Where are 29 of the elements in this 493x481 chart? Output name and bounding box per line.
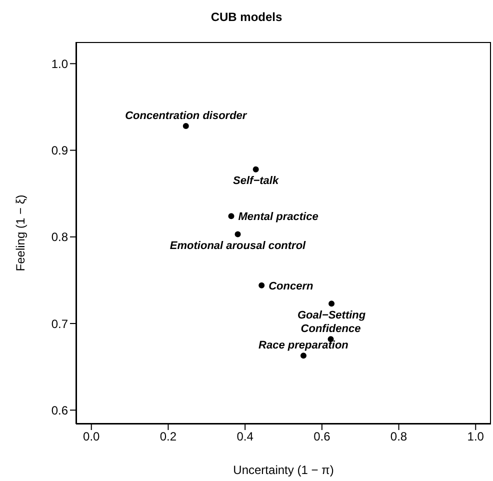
- x-tick-label: 0.0: [83, 430, 100, 444]
- annotation: Emotional arousal control: [170, 240, 307, 252]
- x-tick-label: 0.4: [236, 430, 254, 444]
- y-tick-label: 0.8: [51, 230, 68, 244]
- y-tick-label: 0.7: [51, 316, 68, 331]
- x-axis-title: Uncertainty (1 − π): [233, 463, 334, 477]
- annotation: Mental practice: [238, 211, 318, 224]
- y-tick-label: 1.0: [51, 56, 68, 71]
- point: [182, 123, 189, 130]
- annotation: Self−talk: [233, 175, 280, 188]
- annotation: Confidence: [300, 323, 361, 336]
- point: [252, 166, 259, 172]
- y-axis-title: Feeling (1 − ξ): [13, 194, 28, 272]
- x-tick-label: 0.6: [314, 430, 331, 444]
- y-tick-label: 0.9: [51, 144, 68, 158]
- chart-title: CUB models: [210, 10, 284, 24]
- point: [234, 231, 241, 238]
- y-tick-label: 0.6: [51, 403, 68, 418]
- point: [258, 282, 265, 288]
- point: [328, 300, 335, 307]
- annotation: Goal−Setting: [297, 309, 366, 322]
- x-tick-label: 0.8: [390, 430, 408, 444]
- x-tick-label: 0.2: [160, 430, 177, 444]
- point: [300, 352, 306, 359]
- point: [228, 213, 234, 220]
- annotation: Race preparation: [258, 340, 349, 352]
- annotation: Concentration disorder: [125, 110, 248, 122]
- x-tick-label: 1.0: [467, 430, 484, 444]
- annotation: Concern: [268, 280, 314, 292]
